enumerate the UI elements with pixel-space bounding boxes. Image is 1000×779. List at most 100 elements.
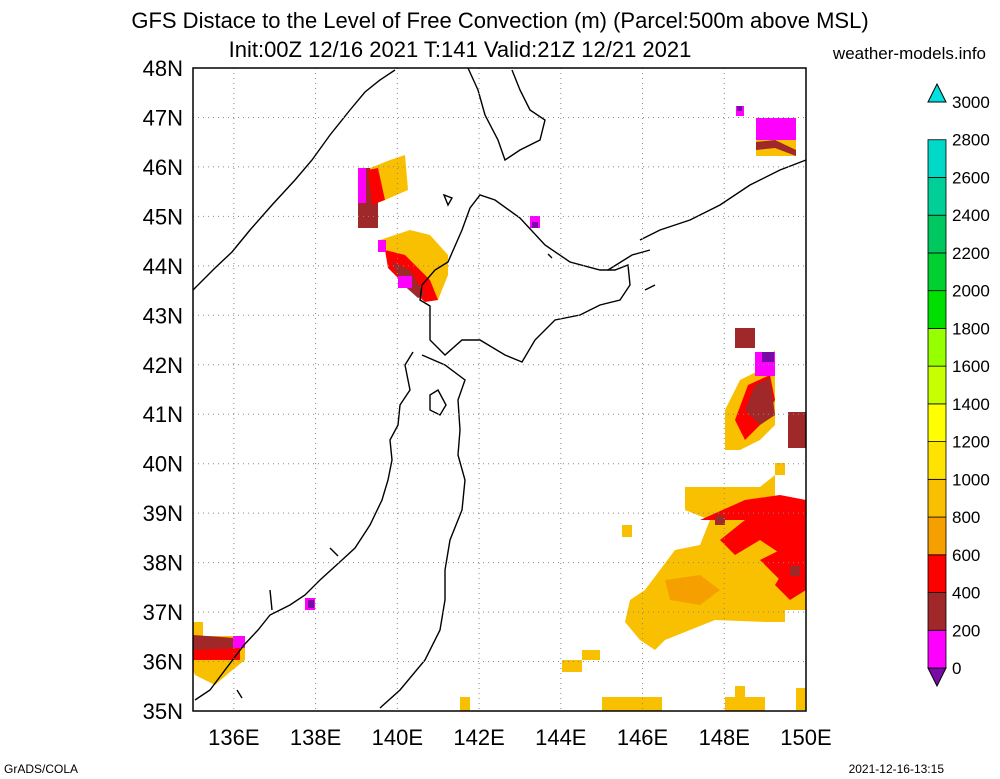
colorbar-labels: 3000280026002400220020001800160014001200…	[952, 93, 990, 678]
map-subtitle: Init:00Z 12/16 2021 T:141 Valid:21Z 12/2…	[228, 37, 692, 62]
colorbar-label: 3000	[952, 93, 990, 112]
field-patch	[700, 495, 806, 600]
field-patch	[622, 525, 632, 537]
field-patch	[790, 566, 800, 576]
convection-field	[193, 106, 806, 711]
colorbar-label: 2600	[952, 168, 990, 187]
lat-label: 46N	[143, 155, 183, 180]
colorbar-label: 2800	[952, 131, 990, 150]
colorbar-segment	[927, 629, 947, 669]
colorbar-segment	[927, 516, 947, 556]
field-patch	[788, 412, 806, 448]
colorbar-label: 1400	[952, 395, 990, 414]
lat-label: 42N	[143, 353, 183, 378]
colorbar-segment	[927, 214, 947, 254]
colorbar-label: 1000	[952, 470, 990, 489]
field-patch	[735, 686, 745, 698]
coastline-peninsula	[429, 389, 447, 416]
field-patch	[562, 660, 582, 672]
lat-label: 38N	[143, 551, 183, 576]
lon-label: 140E	[372, 725, 423, 750]
coastline-islands	[442, 193, 656, 291]
colorbar-label: 200	[952, 621, 980, 640]
colorbar-segment	[927, 667, 947, 688]
map-title: GFS Distace to the Level of Free Convect…	[131, 8, 869, 33]
field-patch	[378, 240, 386, 252]
field-patch	[796, 688, 806, 710]
field-patch	[756, 140, 796, 156]
lat-label: 40N	[143, 452, 183, 477]
coastline-hokkaido	[419, 194, 631, 363]
field-patch	[745, 378, 775, 425]
lon-label: 136E	[208, 725, 259, 750]
colorbar-segment	[927, 177, 947, 216]
lon-label: 150E	[780, 725, 831, 750]
lat-label: 37N	[143, 600, 183, 625]
colorbar-label: 1600	[952, 357, 990, 376]
field-patch	[582, 650, 600, 660]
lat-label: 41N	[143, 402, 183, 427]
map-frame	[192, 67, 807, 712]
colorbar-segment	[927, 290, 947, 329]
colorbar-label: 2000	[952, 282, 990, 301]
colorbar-label: 1200	[952, 433, 990, 452]
colorbar-segment	[927, 327, 947, 367]
field-patch	[762, 352, 774, 362]
colorbar-label: 800	[952, 508, 980, 527]
lat-label: 48N	[143, 56, 183, 81]
field-patch	[756, 118, 796, 140]
field-patch	[725, 697, 765, 711]
field-patch	[398, 276, 412, 288]
colorbar-segment	[927, 365, 947, 405]
field-patch	[368, 168, 385, 205]
coastline-islets	[236, 547, 339, 699]
colorbar-segment	[927, 478, 947, 518]
coastline-sakhalin	[467, 67, 546, 162]
lon-label: 138E	[290, 725, 341, 750]
field-patch	[775, 463, 785, 475]
lat-label: 44N	[143, 254, 183, 279]
lon-label: 146E	[617, 725, 668, 750]
lat-label: 35N	[143, 699, 183, 724]
site-credit: weather-models.info	[832, 44, 986, 63]
colorbar-segment	[927, 403, 947, 443]
lon-label: 142E	[453, 725, 504, 750]
lat-label: 39N	[143, 501, 183, 526]
colorbar-label: 400	[952, 584, 980, 603]
colorbar-label: 2200	[952, 244, 990, 263]
colorbar-segment	[927, 139, 947, 178]
colorbar-segment	[927, 592, 947, 631]
field-patch	[735, 328, 755, 348]
lon-label: 144E	[535, 725, 586, 750]
field-patch	[760, 545, 806, 590]
lat-label: 43N	[143, 303, 183, 328]
colorbar-label: 600	[952, 546, 980, 565]
footer-timestamp: 2021-12-16-13:15	[848, 762, 944, 776]
lat-label: 36N	[143, 650, 183, 675]
lon-label: 148E	[699, 725, 750, 750]
field-patch	[460, 697, 470, 711]
longitude-labels: 136E 138E 140E 142E 144E 146E 148E 150E	[208, 725, 832, 750]
colorbar-label: 1800	[952, 319, 990, 338]
colorbar-segment	[927, 441, 947, 480]
coastline-mainland	[192, 69, 396, 291]
latitude-labels: 48N 47N 46N 45N 44N 43N 42N 41N 40N 39N 38N 37N 36N 3…	[143, 56, 183, 724]
colorbar	[927, 82, 947, 688]
field-patch	[193, 648, 240, 660]
colorbar-segment	[927, 554, 947, 593]
colorbar-label: 0	[952, 659, 961, 678]
field-patch	[308, 600, 314, 608]
colorbar-label: 2400	[952, 206, 990, 225]
field-patch	[737, 106, 742, 111]
field-patch	[602, 697, 662, 711]
lat-label: 45N	[143, 204, 183, 229]
field-patch	[715, 515, 725, 525]
colorbar-segment	[927, 252, 947, 292]
coastline	[192, 67, 807, 709]
lat-label: 47N	[143, 105, 183, 130]
field-patch	[233, 636, 245, 648]
field-patch	[358, 168, 366, 203]
field-patch	[665, 575, 720, 605]
coastline-kurils	[607, 159, 807, 271]
